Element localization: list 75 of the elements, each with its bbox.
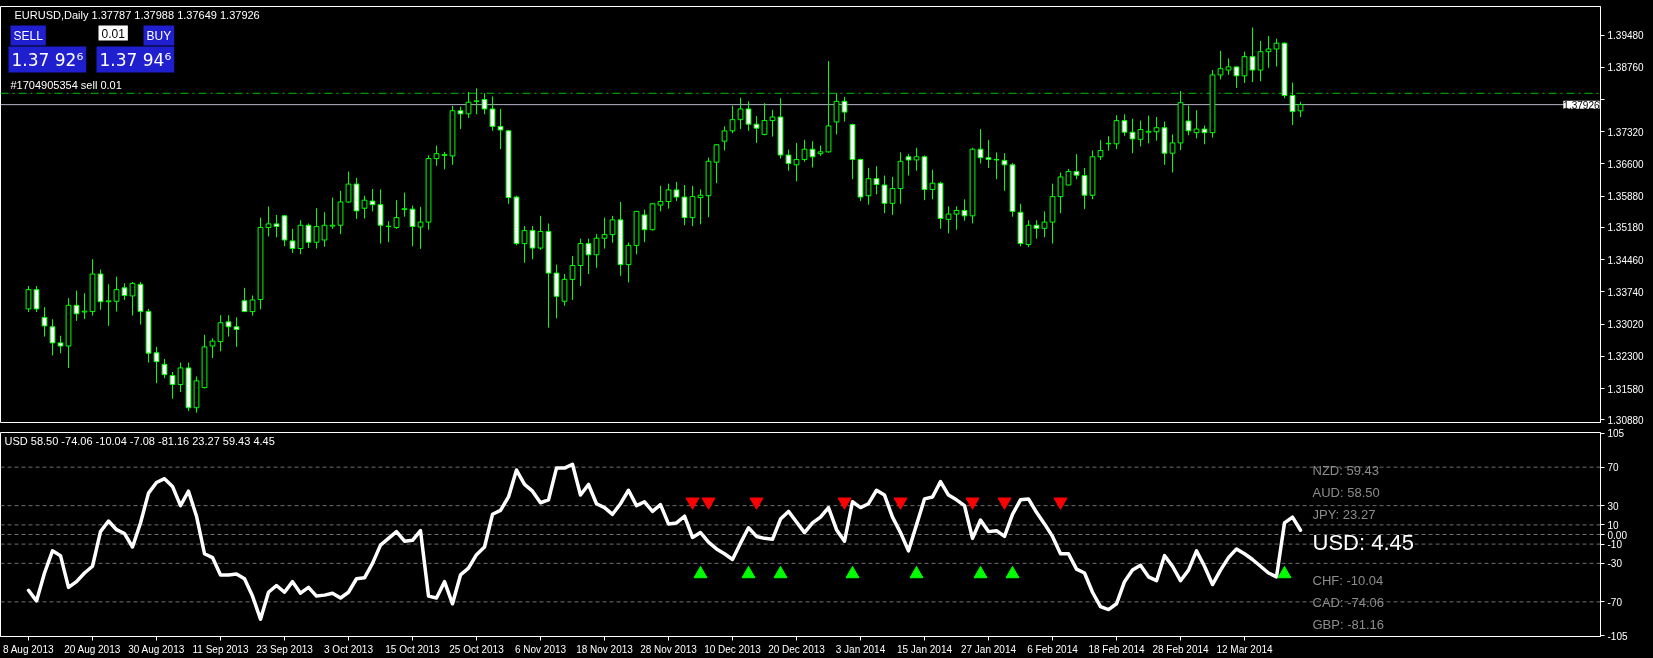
x-tick-label: 8 Aug 2013 — [2, 643, 54, 655]
x-tick-label: 15 Oct 2013 — [385, 643, 441, 655]
series-label: USD: 4.45 — [1312, 530, 1414, 556]
y-tick-label: 1.31580 — [1607, 383, 1645, 395]
candlestick — [49, 318, 56, 356]
candlestick — [721, 125, 728, 152]
y-tick-label: 10 — [1607, 519, 1620, 531]
y-tick-label: 1.33020 — [1607, 319, 1645, 331]
y-tick-label: 1.33740 — [1607, 286, 1645, 298]
x-tick-label: 18 Nov 2013 — [576, 643, 634, 655]
y-tick-label: 70 — [1607, 462, 1620, 474]
annotation: BUY — [146, 28, 172, 43]
candlestick — [41, 306, 48, 338]
annotation: CAD: -74.06 — [1312, 594, 1385, 610]
x-tick-label: 11 Sep 2013 — [192, 643, 249, 655]
candlestick — [601, 217, 608, 249]
candlestick — [497, 108, 504, 150]
annotation: AUD: 58.50 — [1312, 484, 1380, 500]
candlestick — [481, 92, 488, 115]
x-tick-label: 18 Feb 2014 — [1088, 643, 1146, 655]
chart-title: USD 58.50 -74.06 -10.04 -7.08 -81.16 23.27 59.43 4.45 — [4, 434, 275, 447]
x-tick-label: 20 Dec 2013 — [768, 643, 826, 655]
y-tick-label: -10 — [1607, 539, 1623, 551]
x-tick-label: 12 Mar 2014 — [1216, 643, 1274, 655]
y-tick-label: 1.34460 — [1607, 254, 1645, 266]
y-tick-label: 30 — [1607, 500, 1620, 512]
ref-line-label: #1704905354 sell 0.01 — [10, 79, 122, 92]
x-tick-label: 6 Nov 2013 — [514, 643, 567, 655]
annotation: 0.01 — [101, 26, 126, 41]
x-tick-label: 27 Jan 2014 — [960, 643, 1017, 655]
y-tick-label: 1.39480 — [1607, 30, 1645, 42]
y-tick-label: -70 — [1607, 596, 1623, 608]
y-tick-label: 1.35880 — [1607, 191, 1645, 203]
annotation: NZD: 59.43 — [1312, 462, 1379, 478]
y-tick-label: 105 — [1607, 428, 1625, 440]
candlestick — [489, 95, 496, 132]
annotation: SELL — [13, 28, 44, 43]
y-tick-label: 1.38760 — [1607, 62, 1645, 74]
x-tick-label: 20 Aug 2013 — [64, 643, 121, 655]
annotation: 1.37 92⁶ — [11, 49, 84, 70]
candlestick — [1265, 35, 1272, 69]
x-tick-label: 25 Oct 2013 — [449, 643, 505, 655]
x-tick-label: 6 Feb 2014 — [1027, 643, 1079, 655]
x-tick-label: 15 Jan 2014 — [896, 643, 953, 655]
x-tick-label: 28 Feb 2014 — [1152, 643, 1210, 655]
x-tick-label: 28 Nov 2013 — [640, 643, 698, 655]
annotation: 1.37 94⁶ — [99, 49, 172, 70]
line-series — [26, 462, 1303, 621]
candlestick — [337, 190, 344, 235]
x-tick-label: 3 Oct 2013 — [324, 643, 374, 655]
candlestick — [377, 188, 384, 245]
chart-title: EURUSD,Daily 1.37787 1.37988 1.37649 1.37926 — [14, 8, 260, 21]
y-tick-label: 1.30880 — [1607, 414, 1645, 426]
y-tick-label: 1.32300 — [1607, 351, 1645, 363]
candlestick — [233, 316, 240, 348]
x-tick-label: 23 Sep 2013 — [256, 643, 314, 655]
x-tick-label: 3 Jan 2014 — [835, 643, 886, 655]
x-tick-label: 10 Dec 2013 — [704, 643, 762, 655]
annotation: JPY: 23.27 — [1312, 506, 1376, 522]
candlestick — [1097, 139, 1104, 161]
y-tick-label: 1.36600 — [1607, 158, 1645, 170]
y-tick-label: 0.00 — [1607, 529, 1628, 541]
x-tick-label: 30 Aug 2013 — [128, 643, 185, 655]
candlestick — [153, 346, 160, 384]
y-tick-label: 1.37320 — [1607, 126, 1645, 138]
annotation: CHF: -10.04 — [1312, 572, 1384, 588]
y-tick-label: -105 — [1607, 630, 1628, 642]
annotation: GBP: -81.16 — [1312, 616, 1385, 632]
ref-line-label: 1.37926 — [1563, 99, 1600, 111]
y-tick-label: 1.35180 — [1607, 222, 1645, 234]
candlestick — [1001, 152, 1008, 192]
candlestick — [473, 87, 480, 115]
candlestick — [161, 358, 168, 379]
candlestick — [729, 105, 736, 134]
y-tick-label: -30 — [1607, 558, 1623, 570]
